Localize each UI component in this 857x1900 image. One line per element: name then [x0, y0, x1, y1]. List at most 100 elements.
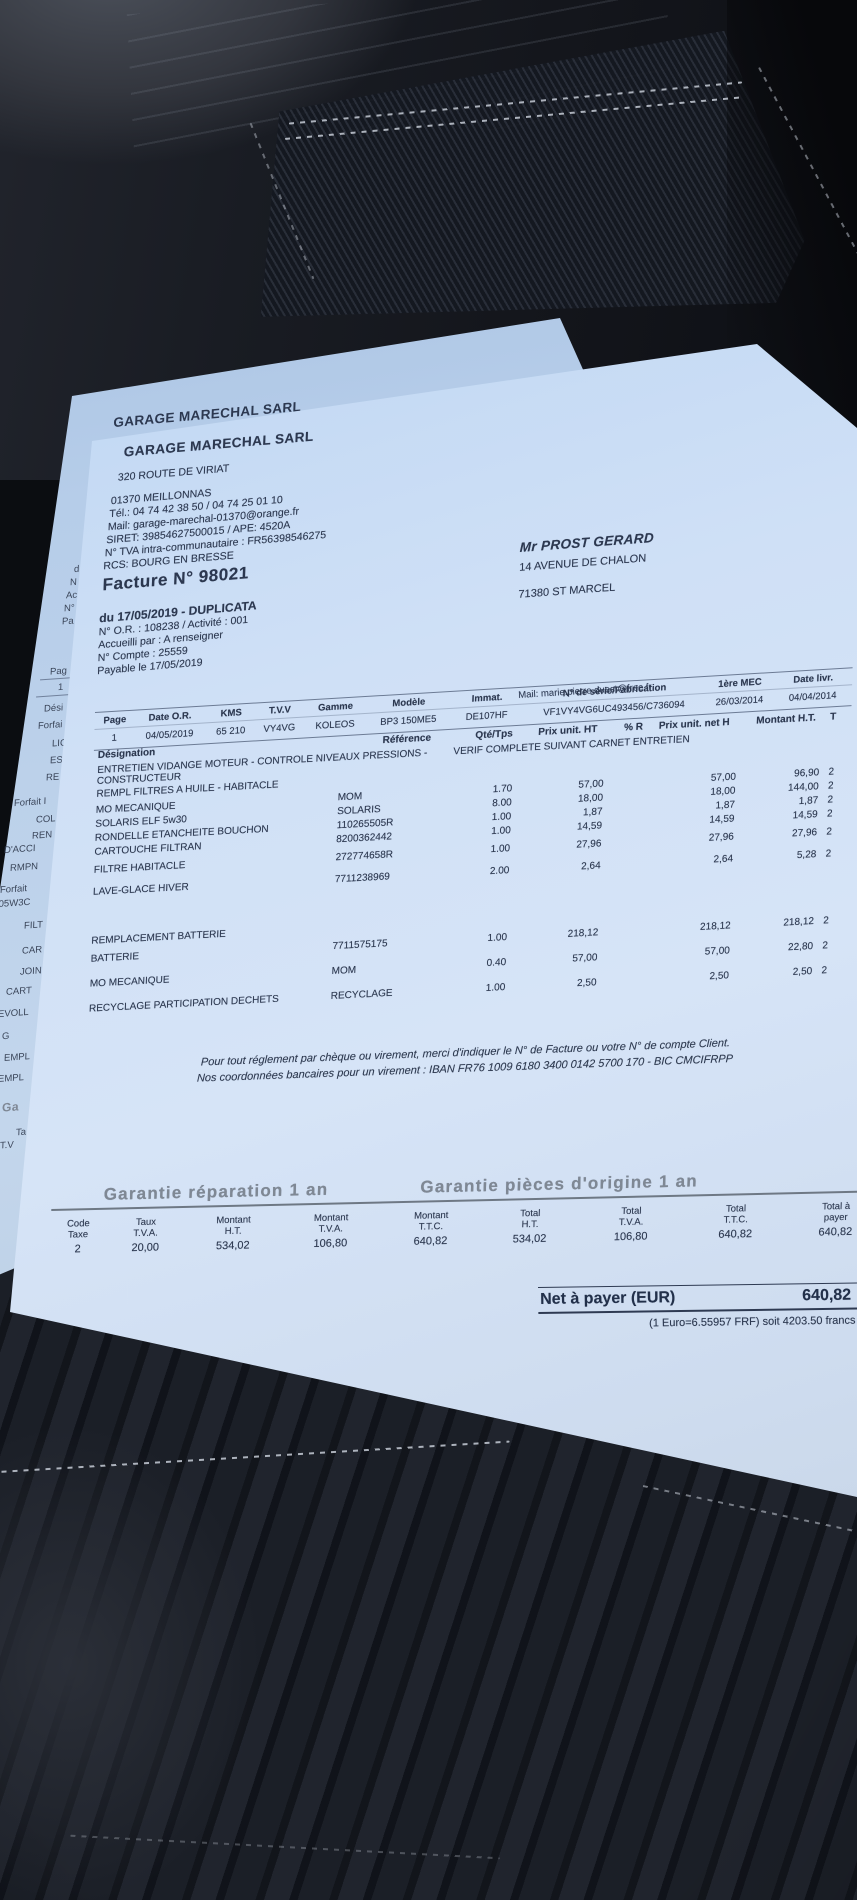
- item-puht: 2,64: [580, 860, 601, 873]
- totals-header-line: T.V.A.: [318, 1223, 344, 1235]
- item-pr: [612, 836, 646, 849]
- totals-header-cell: Montant H.T.: [185, 1214, 281, 1238]
- totals-header-cell: Code Taxe: [50, 1218, 106, 1241]
- item-puht: 18,00: [577, 792, 604, 805]
- item-pr: [608, 950, 642, 963]
- item-pr: [607, 975, 641, 988]
- vehicle-header-cell: Page: [103, 714, 127, 727]
- company-block: GARAGE MARECHAL SARL 320 ROUTE DE VIRIAT…: [97, 418, 448, 679]
- items-header-cell: Prix unit. HT: [538, 723, 598, 739]
- item-t: 2: [827, 794, 834, 806]
- item-qty: 1.00: [487, 932, 508, 945]
- item-punet: 2,50: [709, 970, 730, 983]
- item-qty: 2.00: [489, 865, 510, 878]
- item-qty: 8.00: [491, 797, 512, 810]
- item-amt: 1,87: [798, 795, 819, 808]
- items-header-cell: Montant H.T.: [756, 712, 817, 727]
- totals-header-cell: Total H.T.: [481, 1207, 580, 1231]
- franc-conversion: (1 Euro=6.55957 FRF) soit 4203.50 francs: [649, 1314, 856, 1330]
- net-due-label: Net à payer (EUR): [540, 1289, 676, 1308]
- item-t: 2: [825, 848, 832, 860]
- item-t: 2: [822, 940, 829, 952]
- item-t: 2: [826, 808, 833, 820]
- item-amt: 96,90: [793, 767, 820, 780]
- items-header-cell: Qté/Tps: [475, 728, 513, 742]
- items-table-body: ENTRETIEN VIDANGE MOTEUR - CONTROLE NIVE…: [89, 726, 843, 1015]
- item-punet: 218,12: [699, 920, 731, 933]
- item-pr: [609, 925, 643, 938]
- customer-city: 71380 ST MARCEL: [518, 581, 616, 601]
- item-punet: 57,00: [704, 945, 731, 958]
- item-puht: 57,00: [578, 778, 604, 791]
- item-t: 2: [823, 915, 829, 927]
- item-t: 2: [826, 826, 833, 838]
- item-pr: [614, 790, 648, 803]
- totals-header-cell: Total à payer: [788, 1200, 857, 1224]
- totals-value-cell: 640,82: [718, 1228, 753, 1241]
- totals-header-cell: Montant T.V.A.: [281, 1212, 382, 1236]
- item-puht: 1,87: [582, 806, 603, 819]
- item-amt: 2,50: [792, 965, 813, 978]
- warranty-parts-title: Garantie pièces d'origine 1 an: [420, 1171, 699, 1197]
- item-puht: 27,96: [576, 838, 602, 851]
- warranty-totals-block: Garantie réparation 1 an Garantie pièces…: [50, 1167, 857, 1256]
- vehicle-value-cell: 1: [111, 732, 118, 744]
- net-due-row: Net à payer (EUR) 640,82: [538, 1282, 857, 1314]
- item-amt: 5,28: [796, 849, 817, 862]
- vehicle-value-cell: BP3 150ME5: [380, 713, 437, 729]
- vehicle-value-cell: KOLEOS: [315, 718, 355, 732]
- item-punet: 27,96: [708, 831, 735, 844]
- totals-header-line: T.V.A.: [618, 1216, 644, 1229]
- net-due-value: 640,82: [802, 1286, 852, 1305]
- totals-header-cell: Montant T.T.C.: [381, 1209, 482, 1233]
- totals-header-line: T.V.A.: [133, 1227, 159, 1240]
- vehicle-value-cell: 04/04/2014: [788, 690, 837, 704]
- items-table: Désignation Référence Qté/Tps Prix unit. HT…: [89, 711, 844, 1015]
- item-qty: 1.00: [491, 825, 511, 838]
- totals-value-cell: 20,00: [131, 1241, 160, 1255]
- totals-value-cell: 534,02: [512, 1232, 547, 1246]
- item-qty: 1.00: [490, 843, 511, 856]
- item-puht: 2,50: [576, 977, 597, 990]
- totals-header-line: T.T.C.: [723, 1214, 748, 1226]
- item-ref: RECYCLAGE: [330, 987, 393, 1003]
- item-t: 2: [821, 965, 828, 977]
- totals-header-cell: Taux T.V.A.: [105, 1216, 186, 1240]
- item-punet: 14,59: [709, 813, 735, 826]
- net-due-block: Net à payer (EUR) 640,82 (1 Euro=6.55957…: [538, 1282, 857, 1331]
- vehicle-value-cell: VY4VG: [263, 722, 296, 735]
- item-ref: 272774658R: [335, 849, 394, 864]
- totals-value-cell: 2: [74, 1243, 81, 1256]
- item-t: 2: [827, 780, 834, 792]
- item-puht: 14,59: [576, 820, 603, 833]
- item-amt: 144,00: [787, 781, 819, 794]
- items-header-cell: % R: [623, 721, 644, 734]
- item-des: RECYCLAGE PARTICIPATION DECHETS: [88, 993, 280, 1015]
- vehicle-header-cell: T.V.V: [268, 704, 291, 717]
- totals-value-cell: 534,02: [215, 1239, 250, 1253]
- item-ref: 7711575175: [332, 938, 388, 953]
- totals-header-line: payer: [823, 1211, 848, 1224]
- totals-header-line: T.T.C.: [418, 1221, 444, 1233]
- totals-header-line: Taxe: [67, 1229, 89, 1241]
- totals-value-cell: 640,82: [818, 1225, 853, 1239]
- totals-header-cell: Total T.T.C.: [683, 1202, 789, 1226]
- item-amt: 218,12: [783, 915, 815, 929]
- item-amt: 27,96: [791, 827, 818, 840]
- items-header-cell: T: [829, 711, 837, 723]
- vehicle-header-cell: KMS: [220, 707, 242, 720]
- item-qty: 1.00: [485, 981, 506, 994]
- totals-value-cell: 106,80: [313, 1237, 348, 1251]
- item-ref: 7711238969: [334, 871, 391, 886]
- item-amt: 22,80: [787, 940, 814, 954]
- item-ref: MOM: [331, 964, 357, 978]
- item-des: MO MECANIQUE: [89, 974, 170, 990]
- item-qty: 1.70: [492, 783, 513, 796]
- totals-header-line: H.T.: [224, 1225, 242, 1238]
- vehicle-value-cell: 65 210: [215, 725, 246, 738]
- totals-value-cell: 106,80: [613, 1230, 648, 1244]
- item-pr: [611, 858, 645, 871]
